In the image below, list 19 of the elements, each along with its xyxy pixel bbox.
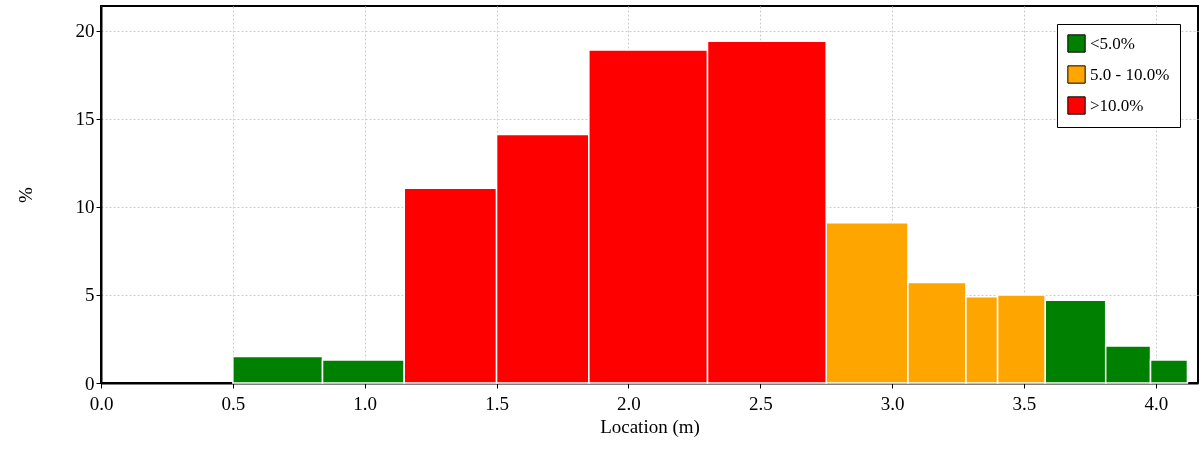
legend-label: <5.0% — [1090, 33, 1135, 53]
y-tick-label: 10 — [75, 196, 95, 218]
legend-label: >10.0% — [1090, 95, 1144, 115]
x-tick-label: 1.5 — [485, 392, 509, 414]
x-tick-label: 1.0 — [353, 392, 378, 414]
x-tick-label: 3.0 — [880, 392, 905, 414]
x-axis-title: Location (m) — [600, 415, 700, 438]
y-axis-title: % — [14, 186, 36, 203]
legend-label: 5.0 - 10.0% — [1090, 64, 1170, 84]
x-tick-label: 0.0 — [89, 392, 114, 414]
x-tick-label: 2.0 — [617, 392, 641, 414]
x-tick-label: 0.5 — [221, 392, 246, 414]
y-tick-label: 15 — [75, 108, 95, 130]
y-tick-label: 0 — [85, 372, 95, 394]
y-tick-label: 20 — [75, 20, 95, 42]
x-tick-label: 3.5 — [1012, 392, 1037, 414]
y-tick-label: 5 — [85, 284, 95, 306]
x-tick-label: 4.0 — [1144, 392, 1169, 414]
x-tick-label: 2.5 — [748, 392, 773, 414]
